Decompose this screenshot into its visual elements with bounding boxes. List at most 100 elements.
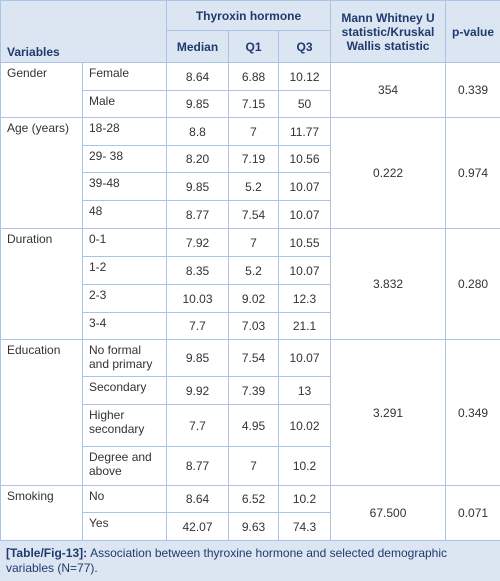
value-cell: 5.2	[228, 172, 279, 201]
value-cell: 10.07	[277, 256, 332, 285]
value-cell: 11.77	[277, 117, 332, 146]
label-cell: 1-2	[82, 256, 167, 285]
row: 2-3 10.03 9.02 12.3	[1, 284, 500, 313]
value-cell: 5.2	[228, 256, 279, 285]
statistic-cell: 0.222	[330, 117, 447, 229]
value-cell: 9.92	[166, 376, 229, 405]
value-cell: 7.15	[228, 90, 279, 118]
value-cell: 8.64	[166, 62, 229, 91]
value-cell: 10.07	[277, 200, 332, 229]
value-cell: 9.85	[166, 90, 229, 118]
variable-cell: Duration	[0, 228, 83, 340]
row: Male 9.85 7.15 50	[1, 90, 500, 118]
label-cell: Male	[82, 90, 167, 118]
value-cell: 21.1	[277, 312, 332, 340]
caption: [Table/Fig-13]: Association between thyro…	[0, 541, 500, 581]
value-cell: 10.02	[277, 404, 332, 447]
row: 3-4 7.7 7.03 21.1	[1, 312, 500, 340]
value-cell: 9.85	[166, 339, 229, 377]
value-cell: 8.8	[166, 117, 229, 146]
value-cell: 7.39	[228, 376, 279, 405]
value-cell: 10.2	[277, 446, 332, 486]
value-cell: 8.35	[166, 256, 229, 285]
label-cell: Female	[82, 62, 167, 91]
variable-cell: Smoking	[0, 485, 83, 541]
value-cell: 7	[228, 228, 279, 257]
value-cell: 4.95	[228, 404, 279, 447]
label-cell: No	[82, 485, 167, 513]
value-cell: 7.92	[166, 228, 229, 257]
header-cell: Median	[166, 30, 229, 63]
row: Age (years) 18-28 8.8 7 11.77 0.222 0.974	[0, 117, 500, 229]
caption-text: Association between thyroxine hormone an…	[6, 546, 448, 575]
variable-cell: Education	[0, 339, 83, 486]
p-value-cell: 0.974	[445, 117, 500, 229]
value-cell: 9.63	[228, 512, 279, 541]
value-cell: 9.85	[166, 172, 229, 201]
statistic-cell: 3.832	[330, 228, 447, 340]
label-cell: 3-4	[82, 312, 167, 340]
value-cell: 10.03	[166, 284, 229, 313]
header-cell: Variables	[0, 0, 167, 63]
variable-cell: Age (years)	[0, 117, 83, 229]
label-cell: 39-48	[82, 172, 167, 201]
value-cell: 7	[228, 446, 279, 486]
p-value-cell: 0.339	[445, 62, 500, 118]
value-cell: 9.02	[228, 284, 279, 313]
value-cell: 10.55	[277, 228, 332, 257]
statistic-cell: 354	[330, 62, 447, 118]
value-cell: 8.64	[166, 485, 229, 513]
value-cell: 7.7	[166, 312, 229, 340]
value-cell: 7.03	[228, 312, 279, 340]
table: Variables Thyroxin hormone Mann Whitney …	[0, 0, 500, 541]
value-cell: 8.77	[166, 200, 229, 229]
row: Gender Female 8.64 6.88 10.12 354 0.339	[0, 62, 500, 118]
header-cell: Mann Whitney U statistic/Kruskal Wallis …	[330, 0, 447, 63]
row: Smoking No 8.64 6.52 10.2 67.500 0.071	[0, 485, 500, 541]
p-value-cell: 0.280	[445, 228, 500, 340]
value-cell: 7	[228, 117, 279, 146]
row: Education No formal and primary 9.85 7.54 10…	[0, 339, 500, 486]
row: Degree and above 8.77 7 10.2	[1, 446, 500, 486]
label-cell: Secondary	[82, 376, 167, 405]
value-cell: 50	[277, 90, 332, 118]
p-value-cell: 0.349	[445, 339, 500, 486]
label-cell: 48	[82, 200, 167, 229]
row: Yes 42.07 9.63 74.3	[1, 512, 500, 541]
value-cell: 13	[277, 376, 332, 405]
label-cell: Higher secondary	[82, 404, 167, 447]
value-cell: 8.77	[166, 446, 229, 486]
row: 29- 38 8.20 7.19 10.56	[1, 145, 500, 173]
statistic-cell: 3.291	[330, 339, 447, 486]
value-cell: 8.20	[166, 145, 229, 173]
label-cell: Yes	[82, 512, 167, 541]
header-cell: Q3	[277, 30, 332, 63]
value-cell: 12.3	[277, 284, 332, 313]
header-cell: Q1	[228, 30, 279, 63]
label-cell: 2-3	[82, 284, 167, 313]
label-cell: No formal and primary	[82, 339, 167, 377]
row: 39-48 9.85 5.2 10.07	[1, 172, 500, 201]
row: Duration 0-1 7.92 7 10.55 3.832 0.280	[0, 228, 500, 340]
value-cell: 6.88	[228, 62, 279, 91]
label-cell: 18-28	[82, 117, 167, 146]
value-cell: 7.54	[228, 200, 279, 229]
value-cell: 10.07	[277, 172, 332, 201]
p-value-cell: 0.071	[445, 485, 500, 541]
value-cell: 7.7	[166, 404, 229, 447]
label-cell: 0-1	[82, 228, 167, 257]
row: Secondary 9.92 7.39 13	[1, 376, 500, 405]
caption-label: [Table/Fig-13]:	[6, 546, 88, 560]
value-cell: 7.19	[228, 145, 279, 173]
header-cell: Thyroxin hormone	[165, 0, 332, 31]
header-cell: p-value	[445, 0, 500, 63]
value-cell: 6.52	[228, 485, 279, 513]
value-cell: 10.12	[277, 62, 332, 91]
value-cell: 10.07	[277, 339, 332, 377]
value-cell: 7.54	[228, 339, 279, 377]
row: 1-2 8.35 5.2 10.07	[1, 256, 500, 285]
label-cell: Degree and above	[82, 446, 167, 486]
value-cell: 74.3	[277, 512, 332, 541]
value-cell: 10.56	[277, 145, 332, 173]
